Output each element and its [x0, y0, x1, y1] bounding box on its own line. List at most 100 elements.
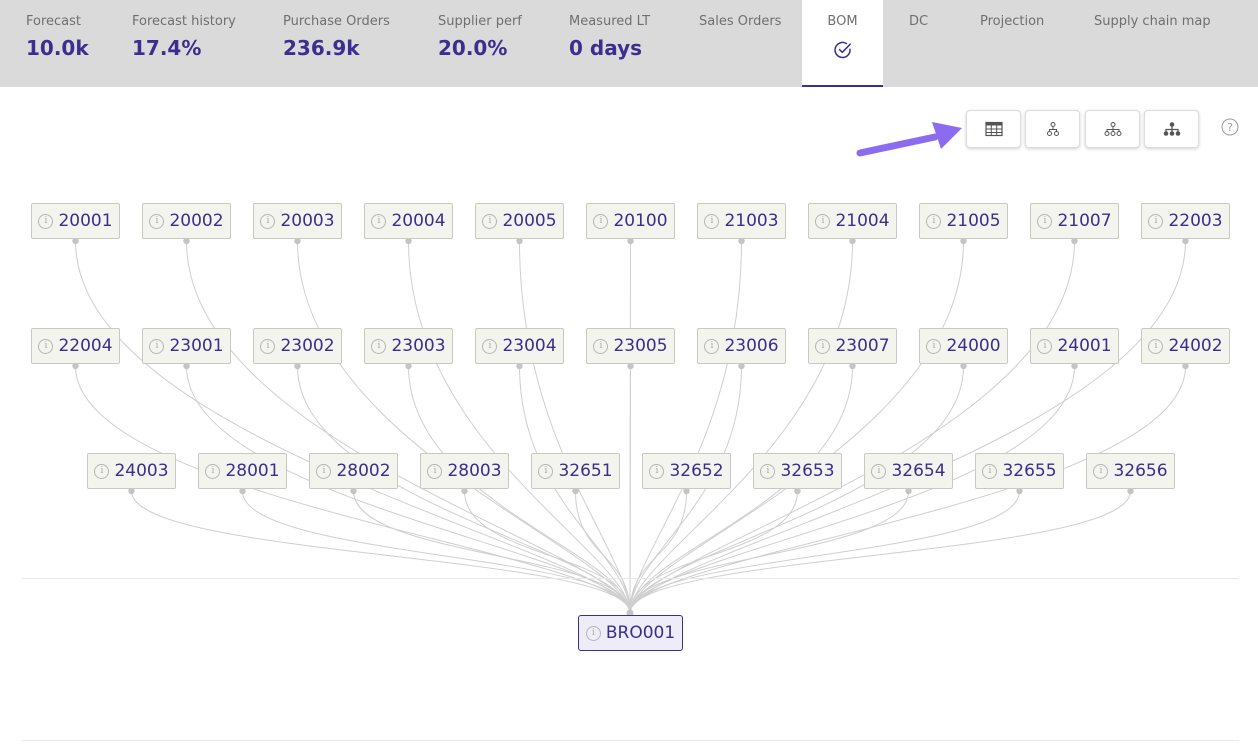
info-icon[interactable]: i: [371, 213, 387, 229]
info-icon[interactable]: i: [149, 213, 165, 229]
node-port: [572, 487, 579, 495]
tab-bom[interactable]: BOM: [802, 0, 883, 87]
info-icon[interactable]: i: [94, 463, 110, 479]
bom-edge: [629, 490, 909, 614]
info-icon[interactable]: i: [593, 213, 609, 229]
bom-node[interactable]: i 21005: [919, 203, 1008, 239]
bom-edge: [629, 365, 853, 614]
bom-node-label: 32653: [780, 461, 835, 481]
info-icon[interactable]: i: [585, 625, 601, 641]
info-icon[interactable]: i: [815, 213, 831, 229]
bom-node-label: 20002: [169, 211, 224, 231]
bom-node[interactable]: i 32652: [642, 453, 731, 489]
info-icon[interactable]: i: [427, 463, 443, 479]
bom-root-node[interactable]: i BRO001: [578, 615, 683, 651]
bom-node[interactable]: i 20003: [253, 203, 342, 239]
info-icon[interactable]: i: [926, 213, 942, 229]
bom-node[interactable]: i 21007: [1030, 203, 1119, 239]
node-port: [405, 362, 412, 370]
info-icon[interactable]: i: [205, 463, 221, 479]
bom-node[interactable]: i 32655: [975, 453, 1064, 489]
node-port: [72, 362, 79, 370]
info-icon[interactable]: i: [704, 338, 720, 354]
bom-node[interactable]: i 32656: [1086, 453, 1175, 489]
info-icon[interactable]: i: [38, 213, 54, 229]
bom-node[interactable]: i 22004: [31, 328, 120, 364]
tree-small-view-button[interactable]: [1025, 110, 1080, 148]
bom-edge: [629, 365, 964, 614]
bom-node[interactable]: i 28003: [420, 453, 509, 489]
bom-node[interactable]: i 24002: [1141, 328, 1230, 364]
bom-node[interactable]: i 20001: [31, 203, 120, 239]
bom-node[interactable]: i 21003: [697, 203, 786, 239]
bom-node[interactable]: i 24001: [1030, 328, 1119, 364]
bom-node-label: 28002: [336, 461, 391, 481]
info-icon[interactable]: i: [926, 338, 942, 354]
info-icon[interactable]: i: [982, 463, 998, 479]
bom-node[interactable]: i 23001: [142, 328, 231, 364]
bom-node-label: 22004: [58, 336, 113, 356]
info-icon[interactable]: i: [593, 338, 609, 354]
info-icon[interactable]: i: [149, 338, 165, 354]
info-icon[interactable]: i: [760, 463, 776, 479]
node-port: [294, 237, 301, 245]
info-icon[interactable]: i: [815, 338, 831, 354]
info-icon[interactable]: i: [1093, 463, 1109, 479]
info-icon[interactable]: i: [482, 213, 498, 229]
bom-node[interactable]: i 23006: [697, 328, 786, 364]
info-icon[interactable]: i: [538, 463, 554, 479]
bom-edge: [629, 490, 687, 614]
bom-node[interactable]: i 20005: [475, 203, 564, 239]
bom-node[interactable]: i 20100: [586, 203, 675, 239]
bom-node[interactable]: i 32654: [864, 453, 953, 489]
info-icon[interactable]: i: [38, 338, 54, 354]
bom-node[interactable]: i 28002: [309, 453, 398, 489]
bom-node[interactable]: i 23004: [475, 328, 564, 364]
tab-label: Forecast: [26, 14, 82, 29]
info-icon[interactable]: i: [1037, 338, 1053, 354]
info-icon[interactable]: i: [1148, 213, 1164, 229]
bom-node-label: 20003: [280, 211, 335, 231]
node-port: [1182, 237, 1189, 245]
bom-node[interactable]: i 21004: [808, 203, 897, 239]
bom-edge: [629, 240, 742, 614]
info-icon[interactable]: i: [482, 338, 498, 354]
bom-node[interactable]: i 20002: [142, 203, 231, 239]
bom-edge: [519, 240, 631, 614]
bom-node-label: 21005: [946, 211, 1001, 231]
bom-node-label: 23007: [835, 336, 890, 356]
info-icon[interactable]: i: [1037, 213, 1053, 229]
bom-node[interactable]: i 32651: [531, 453, 620, 489]
bom-node[interactable]: i 20004: [364, 203, 453, 239]
info-icon[interactable]: i: [1148, 338, 1164, 354]
bom-node[interactable]: i 23007: [808, 328, 897, 364]
node-port: [1071, 362, 1078, 370]
bom-node[interactable]: i 23005: [586, 328, 675, 364]
bom-node[interactable]: i 22003: [1141, 203, 1230, 239]
bom-node[interactable]: i 24003: [87, 453, 176, 489]
info-icon[interactable]: i: [260, 213, 276, 229]
bom-node-label: 32656: [1113, 461, 1168, 481]
bom-node-label: 22003: [1168, 211, 1223, 231]
bom-node[interactable]: i 28001: [198, 453, 287, 489]
tab-label: Projection: [980, 14, 1045, 29]
help-button[interactable]: ?: [1221, 118, 1239, 136]
info-icon[interactable]: i: [260, 338, 276, 354]
bom-node[interactable]: i 32653: [753, 453, 842, 489]
bom-node[interactable]: i 23003: [364, 328, 453, 364]
info-icon[interactable]: i: [371, 338, 387, 354]
info-icon[interactable]: i: [871, 463, 887, 479]
kpi-tab-bar: Forecast 10.0k Forecast history 17.4% Purcha…: [0, 0, 1258, 87]
tree-wide-view-button[interactable]: [1085, 110, 1140, 148]
bom-node-label: 20100: [613, 211, 668, 231]
bom-edge: [629, 240, 1075, 614]
bom-node-label: 20001: [58, 211, 113, 231]
tree-filled-view-button[interactable]: [1144, 110, 1199, 148]
bom-node[interactable]: i 23002: [253, 328, 342, 364]
bom-node[interactable]: i 24000: [919, 328, 1008, 364]
node-port: [72, 237, 79, 245]
table-view-button[interactable]: [966, 110, 1021, 148]
info-icon[interactable]: i: [704, 213, 720, 229]
info-icon[interactable]: i: [649, 463, 665, 479]
info-icon[interactable]: i: [316, 463, 332, 479]
